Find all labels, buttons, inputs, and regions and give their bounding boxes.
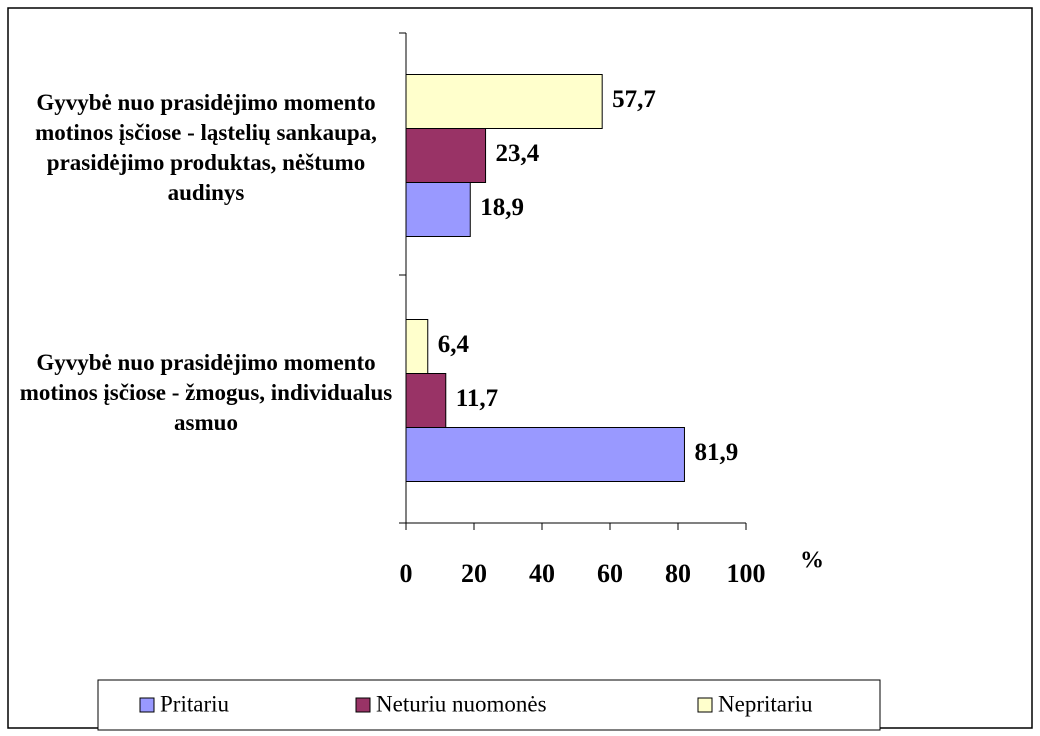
category-label: Gyvybė nuo prasidėjimo momento motinos į… [19,349,393,435]
legend-label: Nepritariu [718,691,813,716]
value-label: 11,7 [456,385,498,412]
bar [405,319,429,374]
legend-swatch [139,697,155,713]
value-label: 18,9 [480,194,524,221]
x-axis-label: % [800,548,824,574]
value-label: 23,4 [496,140,540,167]
x-tick-label: 40 [529,559,555,588]
legend [97,679,881,731]
bar [405,182,471,237]
bar [405,427,685,482]
x-tick-label: 0 [400,559,413,588]
legend-label: Pritariu [160,691,229,716]
value-label: 6,4 [438,331,470,358]
x-tick-label: 80 [665,559,691,588]
x-tick-label: 60 [597,559,623,588]
value-label: 57,7 [612,86,656,113]
category-label: Gyvybė nuo prasidėjimo momento motinos į… [35,89,377,205]
legend-swatch [355,697,371,713]
x-tick-label: 100 [727,559,766,588]
legend-label: Neturiu nuomonės [376,691,547,716]
x-tick-label: 20 [461,559,487,588]
legend-swatch [697,697,713,713]
bar [405,74,603,129]
bar [405,373,447,428]
value-label: 81,9 [694,439,738,466]
bar [405,128,487,183]
